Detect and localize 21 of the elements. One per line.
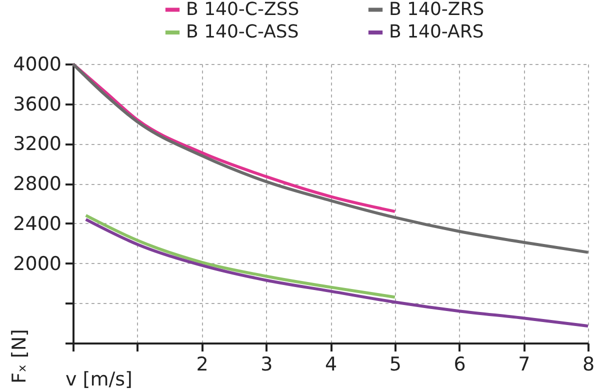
x-axis-title: v [m/s] <box>66 368 132 389</box>
x-tick-label: 5 <box>389 354 402 376</box>
legend-label: B 140-C-ASS <box>186 22 299 42</box>
y-tick-label: 3600 <box>13 93 62 116</box>
x-tick-label: 3 <box>260 354 273 376</box>
x-tick-label: 2 <box>196 354 208 376</box>
y-axis-title: Fₓ [N] <box>8 329 30 384</box>
y-tick-label: 2800 <box>13 173 62 196</box>
y-tick-label: 2000 <box>13 252 62 275</box>
x-tick-label: 4 <box>324 354 338 376</box>
line-series <box>84 218 590 328</box>
legend-label: B 140-C-ZSS <box>186 0 300 20</box>
x-tick-label: 8 <box>582 354 595 376</box>
x-tick-label: 6 <box>454 354 466 376</box>
y-tick-label: 4000 <box>13 54 62 76</box>
y-tick-label: 3200 <box>13 133 62 156</box>
legend-label: B 140-ZRS <box>389 0 484 20</box>
line-series <box>84 214 396 299</box>
y-tick-label: 2400 <box>13 212 62 235</box>
legend-label: B 140-ARS <box>389 22 484 42</box>
x-tick-label: 7 <box>518 354 530 376</box>
